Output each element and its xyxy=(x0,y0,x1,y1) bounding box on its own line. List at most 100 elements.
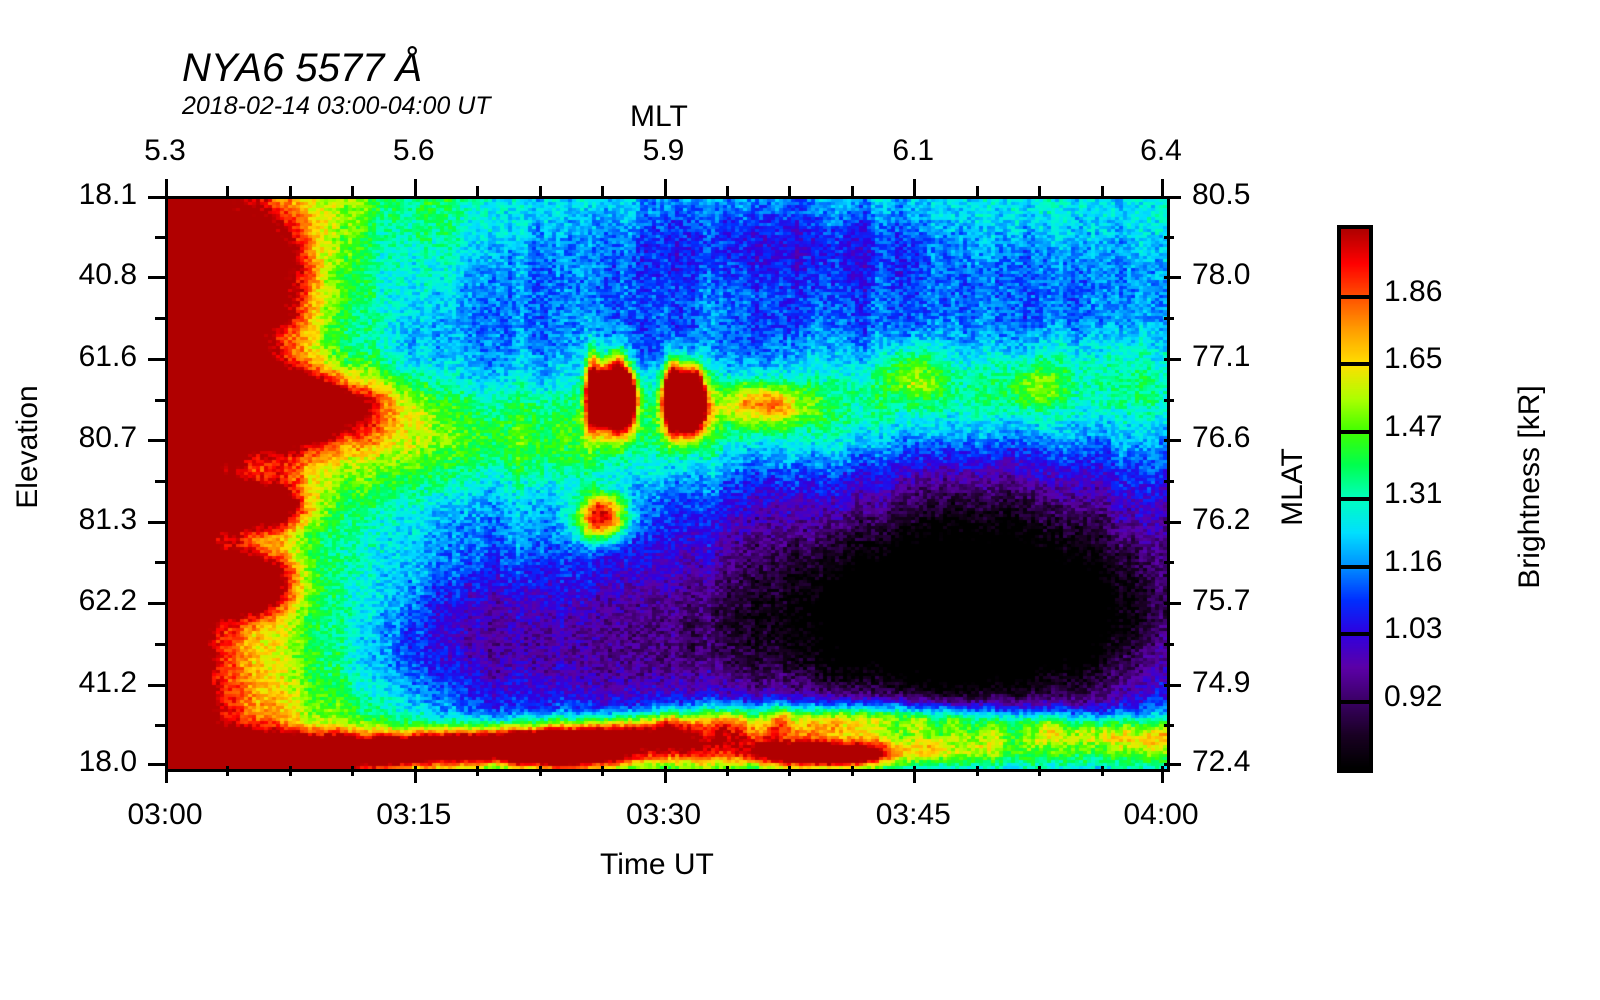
left-minor-tick-4 xyxy=(155,561,165,565)
top-minor-tick-0-2 xyxy=(288,186,292,196)
left-tick-3 xyxy=(148,439,165,443)
bottom-minor-tick-3-1 xyxy=(975,766,979,776)
right-minor-tick-0 xyxy=(1164,235,1174,239)
colorbar-separator-5 xyxy=(1341,632,1369,636)
bottom-minor-tick-0-3 xyxy=(351,766,355,776)
left-tick-1 xyxy=(148,276,165,280)
colorbar-separator-4 xyxy=(1341,564,1369,569)
left-minor-tick-6 xyxy=(155,724,165,728)
right-tick-label-2: 77.1 xyxy=(1192,339,1251,373)
top-tick-3 xyxy=(913,179,917,196)
top-minor-tick-0-1 xyxy=(226,186,230,196)
top-tick-4 xyxy=(1161,179,1164,196)
left-tick-7 xyxy=(148,763,165,766)
right-minor-tick-1 xyxy=(1164,317,1174,321)
right-minor-tick-4 xyxy=(1164,561,1174,565)
bottom-minor-tick-1-3 xyxy=(601,766,605,776)
right-tick-2 xyxy=(1164,357,1181,361)
colorbar-tick-label-0: 1.86 xyxy=(1384,274,1443,308)
top-tick-label-0: 5.3 xyxy=(144,134,186,167)
top-minor-tick-1-2 xyxy=(538,186,542,196)
left-minor-tick-3 xyxy=(155,480,165,483)
colorbar-axis-label: Brightness [kR] xyxy=(1513,385,1546,589)
page-subtitle: 2018-02-14 03:00-04:00 UT xyxy=(182,92,491,120)
bottom-tick-0 xyxy=(165,766,168,783)
colorbar-separator-2 xyxy=(1341,429,1369,434)
bottom-tick-label-2: 03:30 xyxy=(625,798,702,831)
colorbar-tick-label-2: 1.47 xyxy=(1384,409,1443,443)
keogram-image xyxy=(168,199,1167,769)
bottom-minor-tick-1-1 xyxy=(476,766,480,776)
left-tick-6 xyxy=(148,683,165,687)
right-tick-label-6: 74.9 xyxy=(1192,665,1251,699)
right-tick-label-3: 76.6 xyxy=(1192,421,1251,455)
bottom-minor-tick-2-3 xyxy=(850,766,854,776)
left-tick-label-1: 40.8 xyxy=(78,258,137,292)
top-minor-tick-1-1 xyxy=(476,186,480,196)
top-tick-0 xyxy=(165,179,168,196)
colorbar-separator-6 xyxy=(1341,699,1369,704)
left-tick-2 xyxy=(148,357,165,361)
right-tick-label-0: 80.5 xyxy=(1192,178,1251,211)
right-tick-label-5: 75.7 xyxy=(1192,584,1251,618)
right-tick-6 xyxy=(1164,683,1181,687)
top-minor-tick-3-3 xyxy=(1100,186,1104,196)
top-axis-label: MLT xyxy=(630,100,688,133)
top-tick-2 xyxy=(663,179,667,196)
colorbar xyxy=(1337,225,1373,773)
colorbar-tick-label-6: 0.92 xyxy=(1384,679,1443,713)
left-tick-label-5: 62.2 xyxy=(78,584,137,618)
colorbar-separator-3 xyxy=(1341,497,1369,501)
page-title: NYA6 5577 Å xyxy=(182,46,423,90)
top-minor-tick-3-1 xyxy=(975,186,979,196)
top-minor-tick-1-3 xyxy=(601,186,605,196)
left-tick-label-6: 41.2 xyxy=(78,665,137,699)
left-tick-label-0: 18.1 xyxy=(78,178,137,211)
top-minor-tick-3-2 xyxy=(1038,186,1042,196)
top-tick-label-4: 6.4 xyxy=(1140,134,1182,167)
top-minor-tick-2-2 xyxy=(788,186,792,196)
colorbar-separator-0 xyxy=(1341,294,1369,299)
left-tick-label-3: 80.7 xyxy=(78,421,137,455)
top-tick-1 xyxy=(413,179,417,196)
left-minor-tick-5 xyxy=(155,642,165,646)
right-minor-tick-3 xyxy=(1164,480,1174,483)
right-tick-7 xyxy=(1164,763,1181,766)
right-tick-4 xyxy=(1164,520,1181,524)
bottom-tick-1 xyxy=(413,766,417,783)
right-tick-label-1: 78.0 xyxy=(1192,258,1251,292)
right-tick-3 xyxy=(1164,439,1181,443)
top-tick-label-2: 5.9 xyxy=(642,134,685,167)
top-minor-tick-0-3 xyxy=(351,186,355,196)
right-tick-1 xyxy=(1164,276,1181,280)
bottom-tick-2 xyxy=(663,766,667,783)
bottom-minor-tick-3-3 xyxy=(1100,766,1104,776)
bottom-axis-label: Time UT xyxy=(600,848,714,881)
colorbar-tick-label-4: 1.16 xyxy=(1384,544,1443,578)
right-tick-label-7: 72.4 xyxy=(1192,745,1251,778)
bottom-tick-label-4: 04:00 xyxy=(1123,798,1199,831)
right-tick-0 xyxy=(1164,196,1181,199)
left-minor-tick-0 xyxy=(155,235,165,239)
colorbar-tick-label-5: 1.03 xyxy=(1384,612,1443,645)
left-tick-label-2: 61.6 xyxy=(78,339,137,373)
bottom-tick-4 xyxy=(1161,766,1164,783)
left-minor-tick-2 xyxy=(155,398,165,402)
colorbar-separator-1 xyxy=(1341,362,1369,366)
bottom-tick-label-3: 03:45 xyxy=(875,798,951,831)
bottom-minor-tick-2-2 xyxy=(788,766,792,776)
bottom-minor-tick-1-2 xyxy=(538,766,542,776)
left-tick-5 xyxy=(148,602,165,606)
bottom-minor-tick-3-2 xyxy=(1038,766,1042,776)
bottom-tick-label-1: 03:15 xyxy=(376,798,452,831)
top-minor-tick-2-1 xyxy=(725,186,729,196)
bottom-tick-3 xyxy=(913,766,917,783)
bottom-minor-tick-0-2 xyxy=(288,766,292,776)
right-tick-label-4: 76.2 xyxy=(1192,502,1251,536)
bottom-minor-tick-0-1 xyxy=(226,766,230,776)
left-tick-label-7: 18.0 xyxy=(78,745,137,778)
colorbar-tick-label-3: 1.31 xyxy=(1384,477,1443,510)
colorbar-tick-label-1: 1.65 xyxy=(1384,342,1443,375)
right-tick-5 xyxy=(1164,602,1181,606)
top-tick-label-3: 6.1 xyxy=(892,134,935,167)
